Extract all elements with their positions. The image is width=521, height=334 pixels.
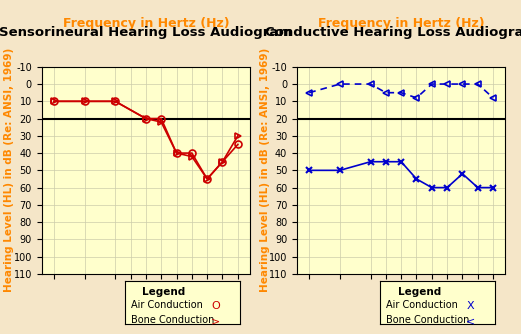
Text: Legend: Legend <box>398 287 441 297</box>
Title: Sensorineural Hearing Loss Audiogram: Sensorineural Hearing Loss Audiogram <box>0 26 292 39</box>
Text: Air Conduction: Air Conduction <box>131 300 203 310</box>
Text: <: < <box>466 317 476 327</box>
Text: Bone Conduction: Bone Conduction <box>386 315 469 325</box>
Text: Frequency in Hertz (Hz): Frequency in Hertz (Hz) <box>63 16 229 29</box>
Y-axis label: Hearing Level (HL) in dB (Re: ANSI, 1969): Hearing Level (HL) in dB (Re: ANSI, 1969… <box>4 48 15 293</box>
Y-axis label: Hearing Level (HL) in dB (Re: ANSI, 1969): Hearing Level (HL) in dB (Re: ANSI, 1969… <box>259 48 270 293</box>
Text: X: X <box>466 301 474 311</box>
Text: Air Conduction: Air Conduction <box>386 300 458 310</box>
Text: Legend: Legend <box>142 287 185 297</box>
Text: Bone Conduction: Bone Conduction <box>131 315 214 325</box>
Title: Conductive Hearing Loss Audiogram: Conductive Hearing Loss Audiogram <box>265 26 521 39</box>
Text: >: > <box>211 317 220 327</box>
Text: Frequency in Hertz (Hz): Frequency in Hertz (Hz) <box>318 16 485 29</box>
Text: O: O <box>211 301 220 311</box>
